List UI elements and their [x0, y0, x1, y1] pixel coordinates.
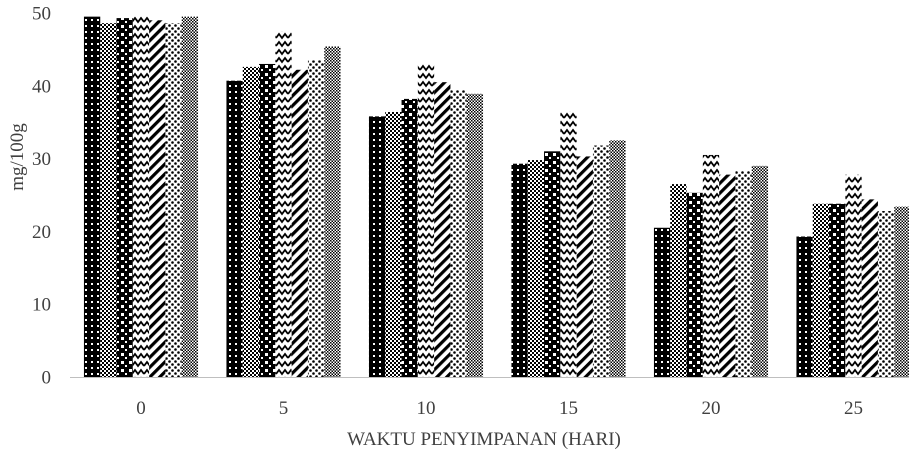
x-axis-ticks: 0 5 10 15 20 25 — [136, 398, 863, 419]
bar-series-4-day-15 — [560, 111, 577, 377]
bar-series-2-day-10 — [385, 112, 402, 377]
bar-series-7-day-15 — [609, 140, 626, 377]
x-tick-label: 20 — [702, 398, 721, 419]
bars-layer — [83, 16, 909, 378]
bar-series-7-day-5 — [324, 46, 341, 378]
x-tick-label: 10 — [417, 398, 436, 419]
bar-series-1-day-5 — [226, 80, 243, 377]
bar-series-4-day-5 — [275, 31, 292, 377]
bar-series-2-day-20 — [670, 184, 687, 377]
bar-series-3-day-25 — [829, 203, 846, 377]
x-tick-label: 5 — [279, 398, 289, 419]
bar-series-5-day-15 — [576, 156, 593, 377]
bar-series-5-day-25 — [861, 199, 878, 377]
bar-series-4-day-25 — [845, 174, 862, 377]
bar-series-1-day-15 — [511, 163, 528, 377]
bar-series-4-day-20 — [702, 154, 720, 377]
bar-series-1-day-20 — [653, 227, 671, 377]
bar-series-5-day-10 — [434, 82, 451, 377]
bar-series-2-day-15 — [527, 160, 545, 377]
bar-series-7-day-10 — [466, 93, 484, 377]
x-tick-label: 0 — [136, 398, 146, 419]
bar-series-6-day-20 — [735, 170, 752, 377]
bar-series-2-day-25 — [812, 203, 830, 377]
bar-series-1-day-0 — [83, 16, 101, 377]
y-tick-label: 20 — [32, 222, 51, 243]
y-tick-label: 50 — [32, 4, 51, 25]
bar-series-3-day-5 — [259, 63, 276, 378]
y-axis-title: mg/100g — [7, 123, 28, 191]
bar-series-5-day-0 — [149, 20, 166, 378]
bar-series-6-day-15 — [592, 145, 610, 377]
x-tick-label: 25 — [844, 398, 863, 419]
bar-series-3-day-10 — [401, 98, 418, 378]
bar-series-1-day-10 — [368, 116, 386, 377]
bar-series-5-day-20 — [719, 174, 736, 377]
x-tick-label: 15 — [559, 398, 578, 419]
bar-series-7-day-25 — [894, 206, 909, 377]
bar-series-7-day-0 — [181, 16, 199, 377]
bar-series-4-day-0 — [132, 16, 150, 377]
bar-series-6-day-5 — [307, 60, 325, 377]
bar-series-6-day-25 — [877, 211, 895, 377]
bar-series-3-day-15 — [544, 151, 561, 377]
bar-series-7-day-20 — [751, 165, 769, 377]
y-tick-label: 0 — [42, 368, 52, 389]
bar-series-2-day-0 — [100, 23, 117, 377]
bar-series-5-day-5 — [291, 69, 308, 377]
x-axis-title: WAKTU PENYIMPANAN (HARI) — [347, 429, 621, 450]
bar-series-3-day-0 — [116, 18, 133, 377]
bar-series-6-day-10 — [450, 90, 467, 378]
y-tick-label: 10 — [32, 295, 51, 316]
bar-series-4-day-10 — [417, 63, 435, 378]
y-axis-ticks: 0 10 20 30 40 50 — [32, 4, 51, 389]
bar-series-1-day-25 — [796, 236, 813, 377]
y-tick-label: 30 — [32, 149, 51, 170]
bar-series-6-day-0 — [165, 23, 182, 377]
bar-series-2-day-5 — [242, 66, 260, 378]
y-tick-label: 40 — [32, 76, 51, 97]
bar-series-3-day-20 — [686, 192, 703, 377]
